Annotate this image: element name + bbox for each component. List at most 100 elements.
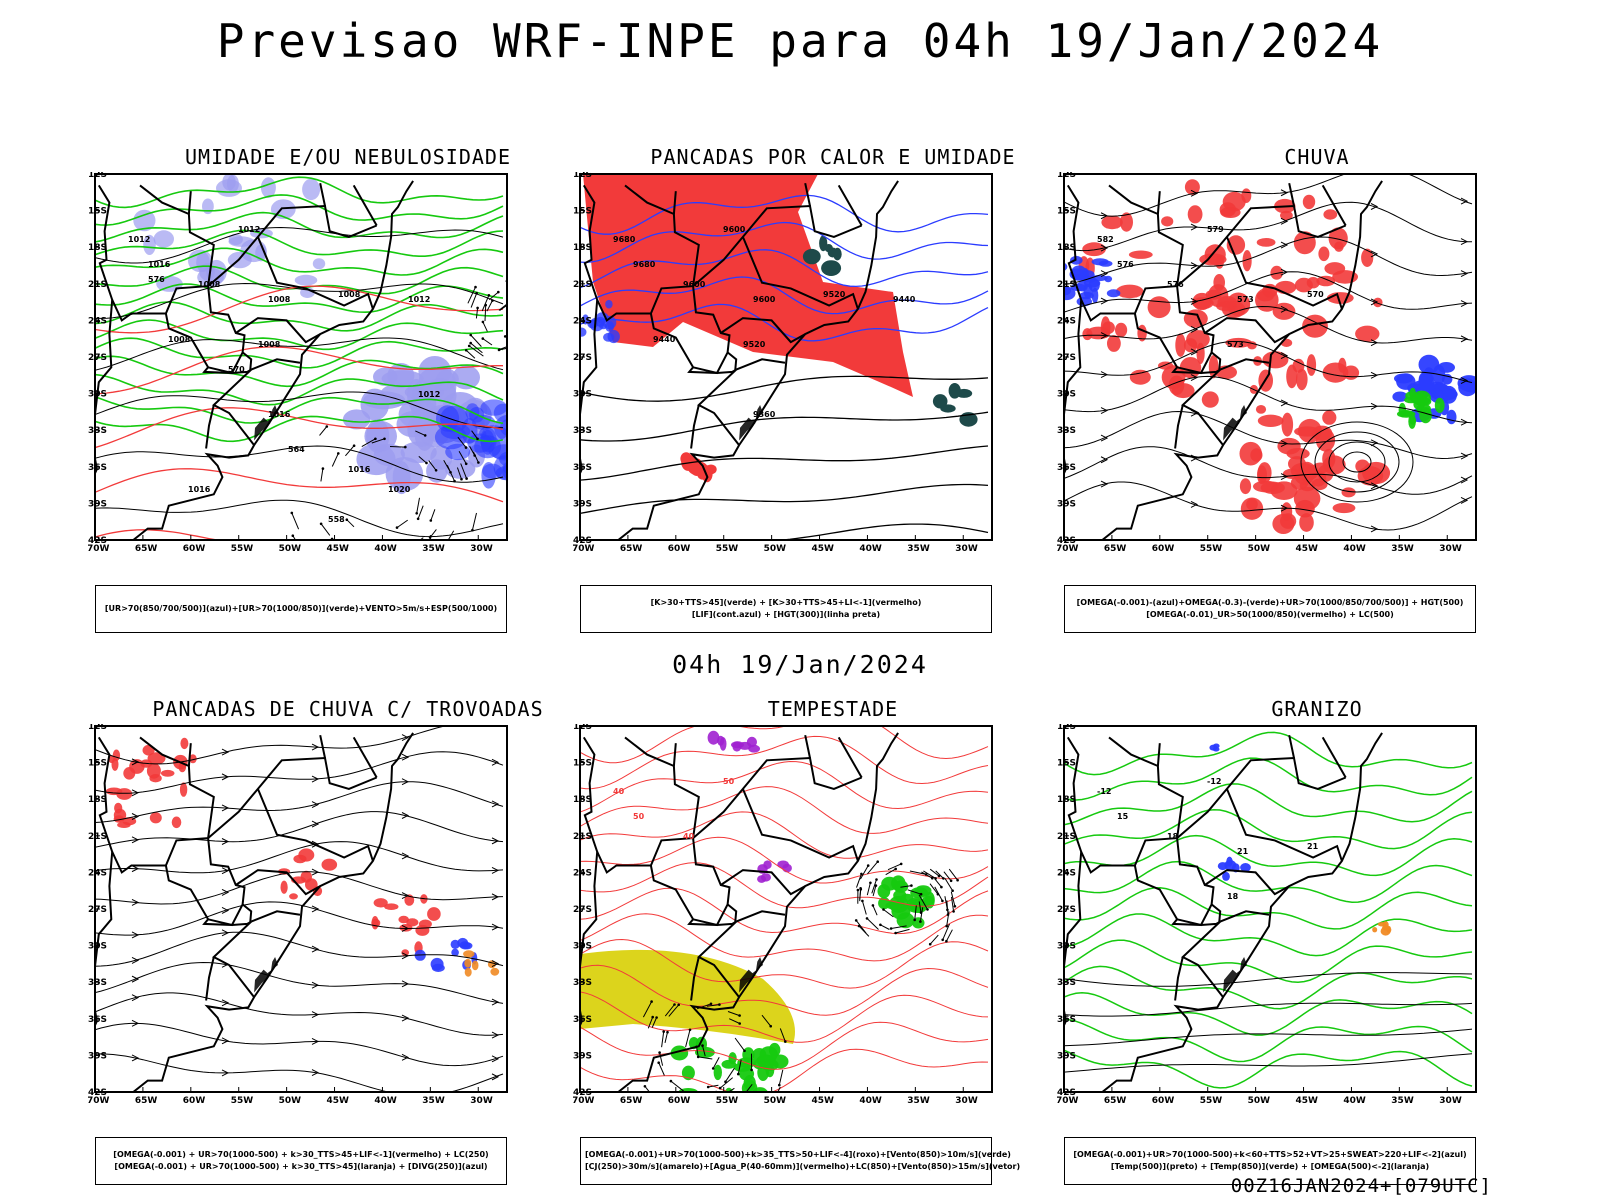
rain-blue-area bbox=[1418, 371, 1435, 393]
lagoa-dos-patos bbox=[1223, 405, 1247, 441]
map-tempestade: 40 50 50 40 12S 15S 18S 21S 24S 27S 30S 33S 36S 39S 42… bbox=[573, 724, 1093, 1124]
rain-red-area bbox=[1328, 227, 1348, 250]
lat-tick-label: 24S bbox=[573, 868, 592, 878]
wind-vector-head bbox=[503, 335, 507, 338]
political-border bbox=[1156, 743, 1161, 767]
flow-arrow bbox=[1100, 212, 1109, 220]
flow-arrow bbox=[401, 778, 410, 786]
lat-tick-label: 42S bbox=[573, 1088, 592, 1098]
lat-tick-label: 15S bbox=[573, 759, 592, 769]
political-border bbox=[352, 736, 378, 778]
lat-tick-label: 12S bbox=[88, 724, 107, 732]
lon-tick-label: 60W bbox=[1152, 1096, 1175, 1106]
contour-label: 9600 bbox=[753, 295, 776, 304]
lif-area bbox=[603, 332, 615, 342]
lon-tick-label: 45W bbox=[1296, 544, 1319, 554]
wind-vector bbox=[685, 1029, 691, 1048]
wind-vector bbox=[457, 436, 467, 448]
wind-vector-head bbox=[709, 1002, 713, 1006]
wind-vector-head bbox=[497, 348, 501, 352]
lon-tick-label: 35W bbox=[422, 1096, 445, 1106]
wind-vector bbox=[883, 909, 894, 918]
wind-vector bbox=[727, 1011, 740, 1017]
flow-arrow bbox=[1190, 262, 1199, 270]
rain-red-area bbox=[1225, 337, 1252, 348]
rain-red-area bbox=[1186, 330, 1210, 349]
lagoa-dos-patos bbox=[254, 405, 278, 441]
wind850-green-area bbox=[681, 1065, 695, 1081]
flow-arrow bbox=[1370, 482, 1379, 490]
wind-vector bbox=[929, 934, 939, 945]
streamline-250 bbox=[95, 901, 504, 936]
wind-vector bbox=[950, 891, 956, 907]
lon-tick-label: 30W bbox=[955, 1096, 978, 1106]
rain-red-area bbox=[1322, 448, 1336, 469]
wind-vector bbox=[696, 1046, 699, 1057]
flow-arrow bbox=[1370, 250, 1379, 258]
wind-vector-head bbox=[325, 425, 329, 428]
pressure-isobar bbox=[95, 499, 504, 538]
political-border bbox=[187, 743, 192, 767]
wind-vector-head bbox=[688, 1028, 692, 1032]
rain-red-area bbox=[1280, 210, 1293, 221]
flow-arrow bbox=[1280, 268, 1289, 276]
lagoa-dos-patos bbox=[1223, 957, 1247, 993]
wind-vector bbox=[880, 924, 890, 930]
thunder-red-area bbox=[179, 782, 188, 797]
rain-red-area bbox=[1293, 486, 1321, 511]
lat-tick-label: 39S bbox=[573, 1051, 592, 1061]
political-border bbox=[1204, 317, 1290, 344]
thunder-orange-area bbox=[471, 960, 479, 971]
lon-tick-label: 65W bbox=[620, 544, 643, 554]
rain-red-area bbox=[1256, 290, 1274, 302]
legend-line: [OMEGA(-0.01)_UR>50(1000/850)(vermelho) … bbox=[1146, 610, 1394, 619]
wind-vector-head bbox=[386, 556, 389, 559]
political-border bbox=[687, 918, 740, 998]
lat-tick-label: 21S bbox=[88, 832, 107, 842]
lat-tick-label: 33S bbox=[573, 426, 592, 436]
rain-red-area bbox=[1338, 357, 1347, 373]
rain-blue-area bbox=[1091, 258, 1109, 266]
rain-red-area bbox=[1192, 297, 1214, 310]
lat-tick-label: 33S bbox=[88, 978, 107, 988]
contour-label: 21 bbox=[1307, 842, 1319, 851]
rain-red-area bbox=[1115, 322, 1128, 338]
wind-vector bbox=[887, 863, 902, 871]
wind-vector-head bbox=[718, 1086, 722, 1090]
political-border bbox=[1288, 182, 1295, 207]
legend-line: [LIF](cont.azul) + [HGT(300)](linha pret… bbox=[691, 610, 881, 619]
wind-vector bbox=[566, 305, 570, 317]
streamline-250 bbox=[95, 1053, 504, 1092]
wind-vector-head bbox=[951, 889, 954, 892]
hgt500-contour bbox=[1064, 410, 1473, 460]
rain-green-area bbox=[1434, 397, 1445, 413]
flow-arrow bbox=[1280, 504, 1289, 512]
wind850-green-area bbox=[741, 1080, 758, 1092]
thunder-orange-area bbox=[464, 967, 472, 977]
wind-vector bbox=[885, 868, 896, 876]
map-content: 582 579 576 576 573 570 573 bbox=[1064, 174, 1476, 540]
flow-arrow bbox=[401, 925, 410, 932]
flow-arrow bbox=[311, 1069, 320, 1077]
wind-vector bbox=[778, 1069, 784, 1086]
wind-vector bbox=[872, 885, 877, 897]
legend-box: [OMEGA(-0.001)-(azul)+OMEGA(-0.3)-(verde… bbox=[1064, 585, 1476, 633]
coastline bbox=[580, 180, 899, 540]
lat-tick-label: 36S bbox=[1057, 1015, 1076, 1025]
political-border bbox=[1133, 837, 1215, 927]
political-border bbox=[1133, 285, 1215, 375]
humidity-lower-contour bbox=[95, 355, 504, 388]
flow-arrow bbox=[401, 892, 410, 899]
wind850-green-area bbox=[896, 912, 915, 929]
political-border bbox=[1176, 756, 1347, 839]
rain-red-area bbox=[1302, 314, 1328, 338]
map-content bbox=[95, 726, 504, 1092]
lat-tick-label: 24S bbox=[573, 316, 592, 326]
lat-tick-label: 12S bbox=[1057, 172, 1076, 180]
wind-vector-head bbox=[643, 1085, 647, 1088]
wind-vector bbox=[945, 929, 953, 942]
political-border bbox=[1288, 734, 1295, 759]
wind-vector-head bbox=[866, 864, 870, 867]
map-granizo: -12 -12 15 18 21 21 18 12S 15S 18S 21S 24S 27S 30S 33S… bbox=[1057, 724, 1577, 1124]
wind-vector bbox=[534, 361, 546, 372]
